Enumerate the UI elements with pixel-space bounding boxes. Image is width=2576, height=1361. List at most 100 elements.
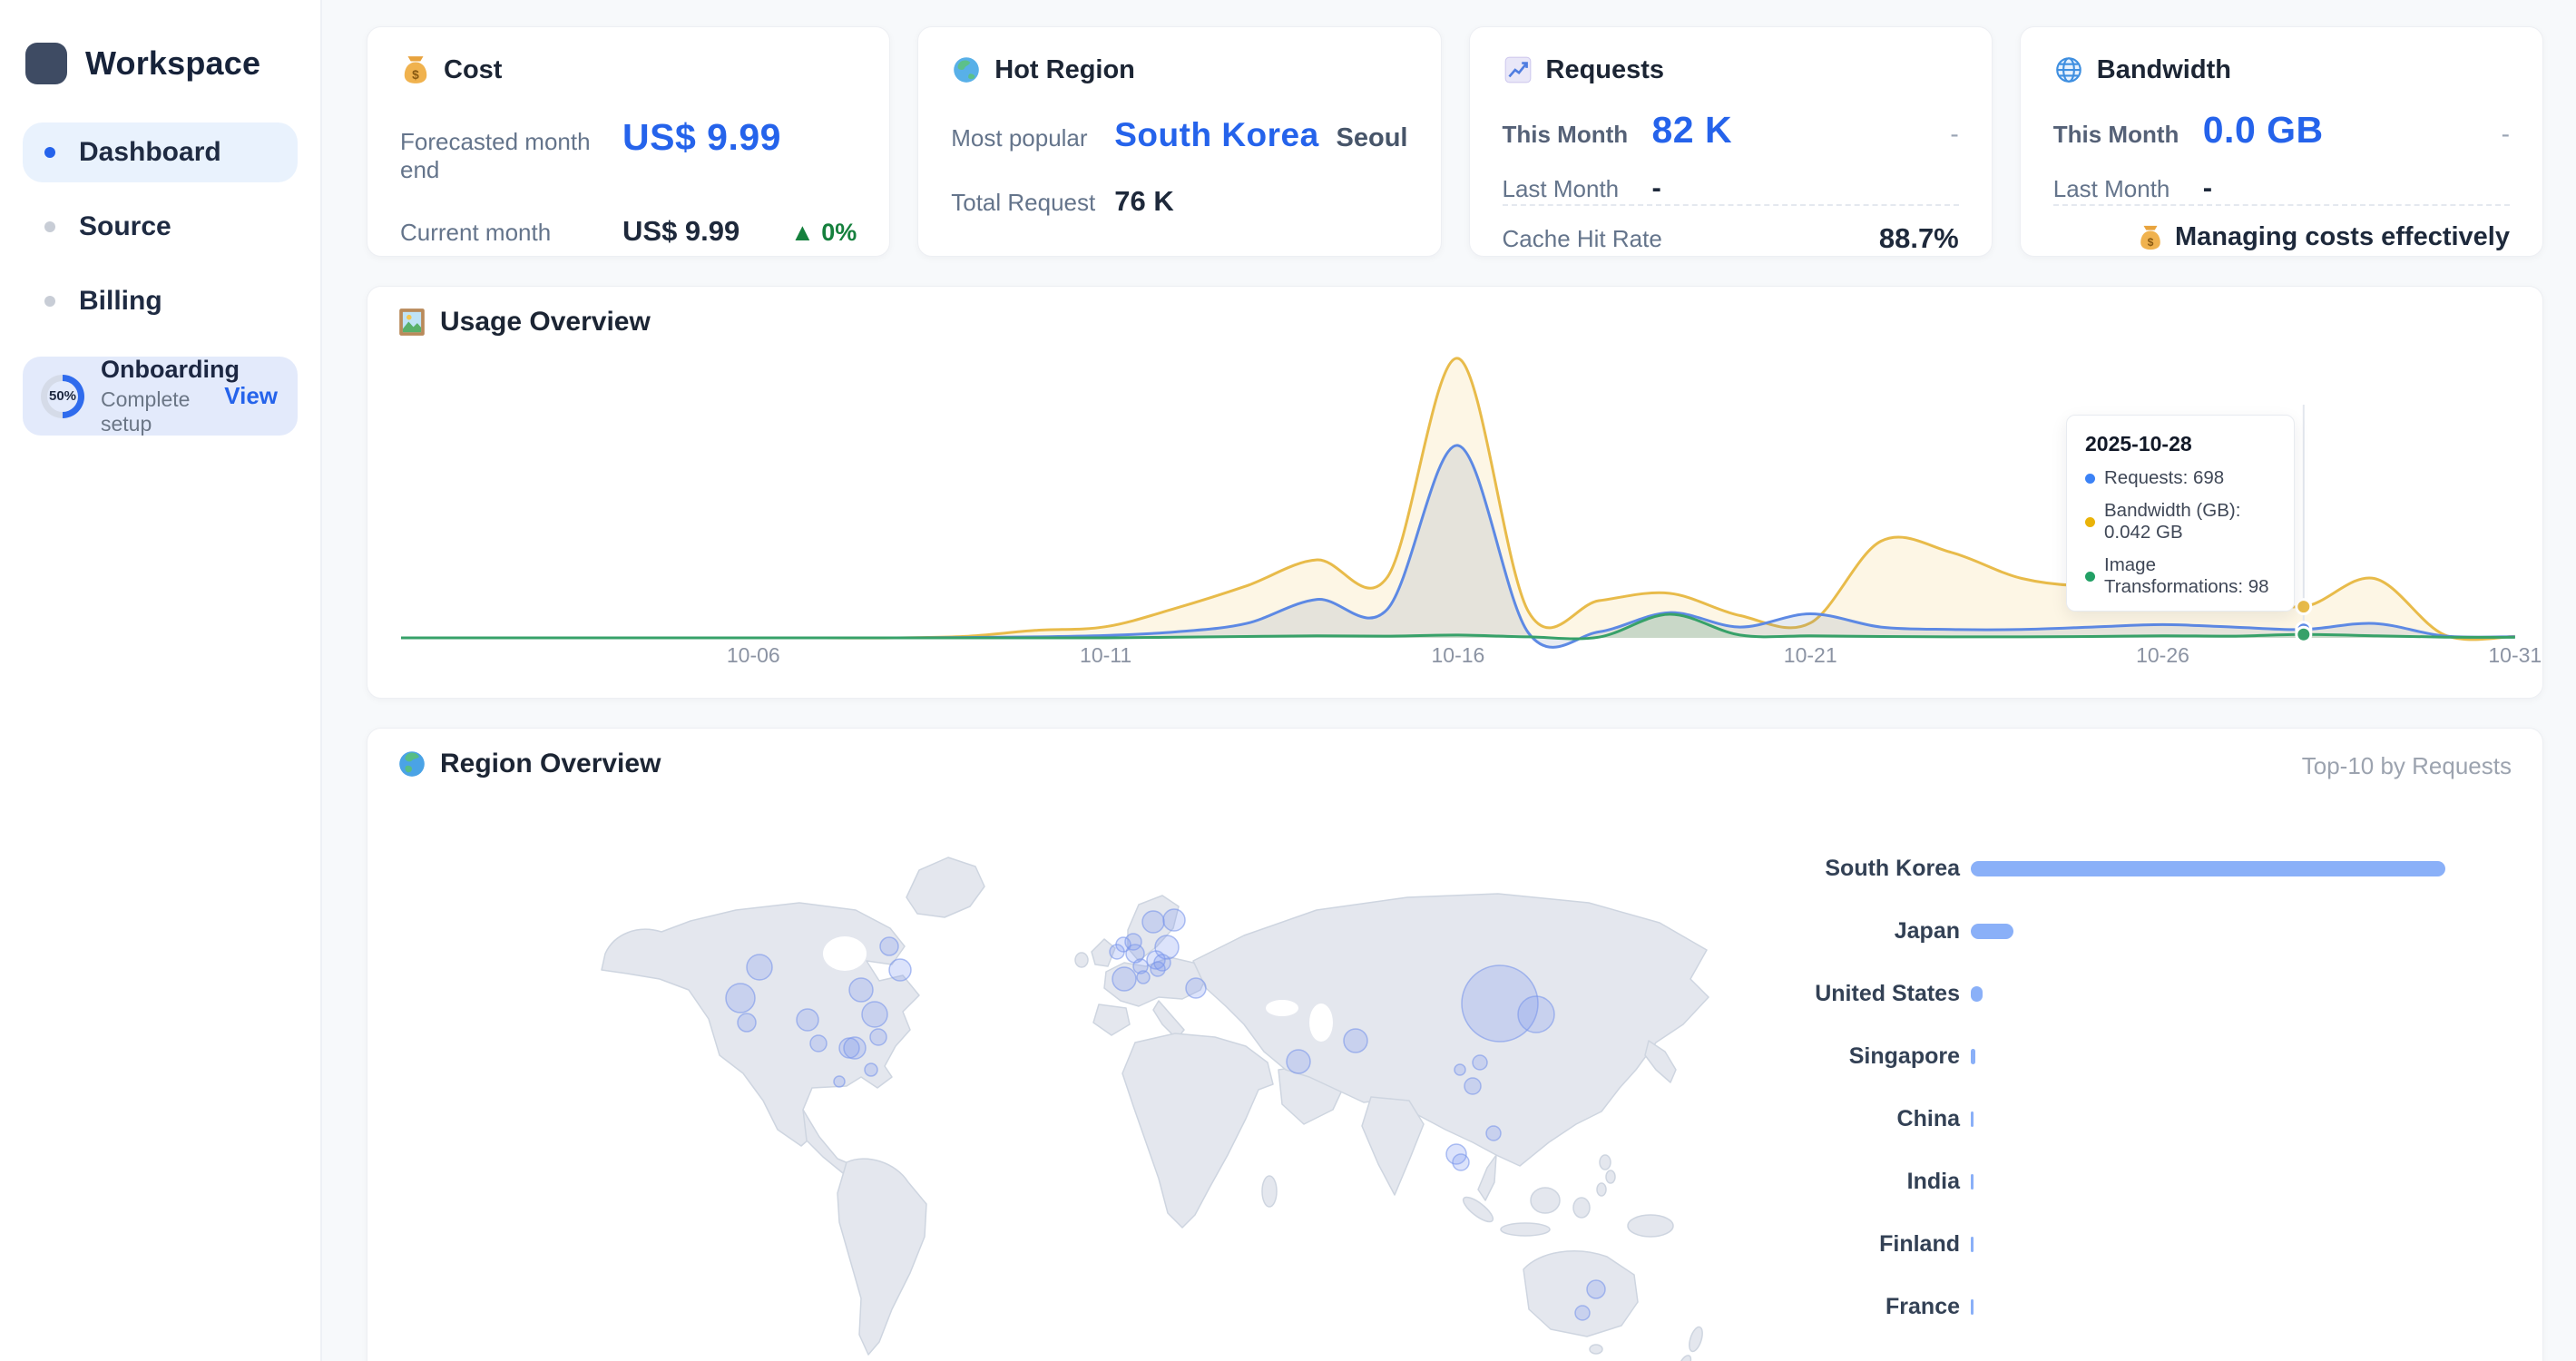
region-bar-row: United States [1547, 963, 2515, 1025]
chart-increasing-icon [1504, 56, 1531, 83]
hot-region-city: Seoul [1336, 123, 1408, 152]
region-bar-row: France [1547, 1276, 2515, 1338]
hot-region-title: Hot Region [994, 54, 1135, 84]
cache-hit-label: Cache Hit Rate [1502, 224, 1662, 252]
cost-card-title: Cost [444, 54, 503, 84]
progress-percent: 50% [48, 388, 77, 404]
bandwidth-this-month-row: This Month 0.0 GB - [2053, 109, 2510, 152]
globe-meridians-icon [2055, 57, 2081, 83]
onboarding-subtitle: Complete setup [101, 387, 191, 436]
region-bar-row: India [1547, 1150, 2515, 1213]
region-bar-row: China [1547, 1088, 2515, 1150]
tooltip-date: 2025-10-28 [2085, 432, 2192, 455]
sidebar-item-billing[interactable]: Billing [23, 271, 298, 331]
workspace-brand: Workspace [25, 43, 320, 84]
current-month-label: Current month [400, 219, 552, 246]
forecast-row: Forecasted month end US$ 9.99 [400, 116, 857, 184]
series-dot-icon [2085, 571, 2095, 582]
stat-cards-row: $ Cost Forecasted month end US$ 9.99 Cur… [367, 26, 2543, 257]
total-request-label: Total Request [951, 189, 1096, 216]
this-month-value: 0.0 GB [2202, 109, 2324, 151]
region-bar-track [1971, 1237, 2515, 1252]
usage-overview-title: Usage Overview [440, 307, 651, 337]
bandwidth-card: Bandwidth This Month 0.0 GB - Last Month… [2019, 26, 2543, 257]
region-bar [1971, 861, 2445, 876]
continents [601, 857, 1709, 1361]
world-map [601, 857, 1709, 1361]
forecast-value: US$ 9.99 [622, 116, 781, 158]
current-month-value: US$ 9.99 [622, 215, 740, 247]
cost-card: $ Cost Forecasted month end US$ 9.99 Cur… [367, 26, 891, 257]
forecast-label: Forecasted month end [400, 128, 591, 183]
costs-note: $ Managing costs effectively [2137, 222, 2510, 252]
bandwidth-title: Bandwidth [2096, 54, 2231, 84]
sidebar-item-label: Billing [79, 286, 162, 316]
cost-card-header: $ Cost [400, 54, 857, 85]
region-bar-track [1971, 1049, 2515, 1064]
framed-picture-icon [399, 308, 425, 336]
region-bar-label: United States [1815, 981, 1960, 1006]
region-bars-chart: South Korea Japan United States Singapore Ch… [1547, 837, 2515, 1338]
progress-ring-hole: 50% [47, 380, 78, 412]
region-bar-label: Finland [1879, 1231, 1960, 1257]
sidebar-item-label: Dashboard [79, 137, 221, 167]
requests-last-month-row: Last Month - [1503, 171, 1959, 204]
current-month-row: Current month US$ 9.99 ▲ 0% [400, 215, 857, 248]
region-bar-row: Finland [1547, 1213, 2515, 1276]
hot-region-header: Hot Region [951, 54, 1407, 85]
tooltip-item: Image Transformations: 98 [2085, 554, 2276, 598]
tooltip-item-text: Requests: 698 [2104, 467, 2225, 488]
onboarding-view-link[interactable]: View [224, 382, 278, 409]
cost-delta-badge: ▲ 0% [790, 219, 857, 246]
region-overview-title: Region Overview [440, 749, 661, 778]
onboarding-card[interactable]: 50% Onboarding Complete setup View [23, 356, 298, 436]
region-bar-label: Singapore [1848, 1043, 1960, 1069]
region-bar [1971, 1299, 1974, 1315]
this-month-label: This Month [1502, 121, 1629, 148]
tooltip-item: Bandwidth (GB): 0.042 GB [2085, 500, 2276, 543]
region-overview-card: Region Overview Top-10 by Requests South… [367, 728, 2543, 1361]
region-bar-track [1971, 986, 2515, 1002]
region-bar-label: China [1896, 1106, 1960, 1131]
region-bar-row: Singapore [1547, 1025, 2515, 1088]
sidebar-item-label: Source [79, 211, 171, 241]
requests-title: Requests [1545, 54, 1665, 84]
region-bar-row: Japan [1547, 900, 2515, 963]
most-popular-value: South Korea [1114, 116, 1319, 153]
dashed-divider [2052, 204, 2510, 206]
region-bar-track [1971, 861, 2515, 876]
cache-hit-row: Cache Hit Rate 88.7% [1503, 222, 1959, 255]
requests-card: Requests This Month 82 K - Last Month - … [1468, 26, 1993, 257]
this-month-extra: - [2501, 120, 2510, 148]
bandwidth-header: Bandwidth [2053, 54, 2510, 85]
inactive-dot-icon [44, 296, 55, 307]
onboarding-title: Onboarding [101, 356, 240, 383]
sidebar: Workspace Dashboard Source Billing 50% [0, 0, 322, 1361]
tooltip-rows: Requests: 698 Bandwidth (GB): 0.042 GB Ima… [2085, 467, 2276, 598]
total-request-value: 76 K [1114, 185, 1174, 217]
x-axis-tick: 10-31 [2488, 643, 2542, 667]
total-request-row: Total Request 76 K [951, 185, 1407, 218]
series-dot-icon [2085, 473, 2095, 484]
cache-hit-value: 88.7% [1878, 222, 1959, 254]
most-popular-row: Most popular South Korea Seoul [951, 116, 1407, 154]
region-bar-row: South Korea [1547, 837, 2515, 900]
sidebar-item-dashboard[interactable]: Dashboard [23, 122, 298, 182]
last-month-value: - [1651, 171, 1661, 203]
series-dot-icon [2085, 516, 2095, 527]
region-bar [1971, 924, 2014, 939]
region-bar-label: South Korea [1825, 856, 1960, 881]
costs-note-text: Managing costs effectively [2174, 222, 2510, 251]
region-subtitle: Top-10 by Requests [2301, 752, 2512, 779]
tooltip-item-text: Image Transformations: 98 [2104, 554, 2269, 597]
most-popular-label: Most popular [951, 124, 1088, 152]
x-axis-tick: 10-16 [1431, 643, 1484, 667]
svg-text:$: $ [2148, 235, 2154, 248]
sidebar-item-source[interactable]: Source [23, 197, 298, 257]
dashed-divider [1502, 204, 1959, 206]
sidebar-nav: Dashboard Source Billing [0, 122, 320, 331]
globe-europe-icon [399, 751, 425, 777]
this-month-extra: - [1950, 120, 1959, 148]
inactive-dot-icon [44, 221, 55, 232]
active-dot-icon [44, 147, 55, 158]
